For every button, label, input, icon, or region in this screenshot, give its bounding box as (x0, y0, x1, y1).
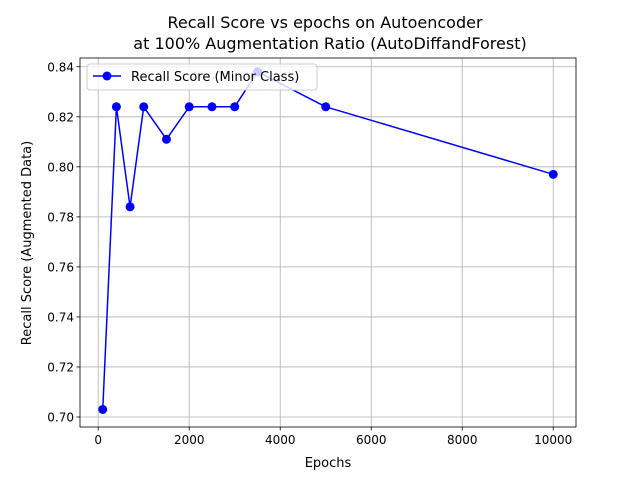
data-point (111, 102, 121, 112)
x-tick-label: 10000 (534, 433, 572, 447)
legend: Recall Score (Minor Class) (86, 63, 318, 91)
data-point (98, 404, 108, 414)
x-tick-label: 8000 (447, 433, 478, 447)
data-point (184, 102, 194, 112)
y-tick-label: 0.76 (47, 260, 74, 274)
data-point (321, 102, 331, 112)
y-tick-label: 0.84 (47, 60, 74, 74)
x-axis: 0 2000 4000 6000 8000 10000 (94, 427, 572, 447)
y-tick-label: 0.74 (47, 310, 74, 324)
legend-label: Recall Score (Minor Class) (131, 70, 299, 85)
y-tick-label: 0.78 (47, 210, 74, 224)
y-axis-label: Recall Score (Augmented Data) (20, 141, 35, 345)
data-point (230, 102, 240, 112)
x-tick-label: 4000 (265, 433, 296, 447)
legend-marker-sample (102, 71, 112, 81)
y-axis: 0.70 0.72 0.74 0.76 0.78 0.80 0.82 0.84 (47, 60, 80, 424)
data-point (161, 134, 171, 144)
x-tick-label: 0 (94, 433, 102, 447)
plot-area-frame (79, 57, 577, 428)
x-tick-label: 6000 (356, 433, 387, 447)
data-point (139, 102, 149, 112)
grid (80, 58, 576, 427)
y-tick-label: 0.72 (47, 360, 74, 374)
y-tick-label: 0.80 (47, 160, 74, 174)
data-point (207, 102, 217, 112)
x-axis-label: Epochs (305, 456, 352, 471)
y-tick-label: 0.70 (47, 410, 74, 424)
y-tick-label: 0.82 (47, 110, 74, 124)
x-tick-label: 2000 (174, 433, 205, 447)
data-point (548, 169, 558, 179)
legend-box (86, 63, 318, 91)
chart-title-line1: Recall Score vs epochs on Autoencoder (167, 13, 482, 32)
chart-title-line2: at 100% Augmentation Ratio (AutoDiffandF… (133, 34, 526, 53)
data-point (125, 202, 135, 212)
